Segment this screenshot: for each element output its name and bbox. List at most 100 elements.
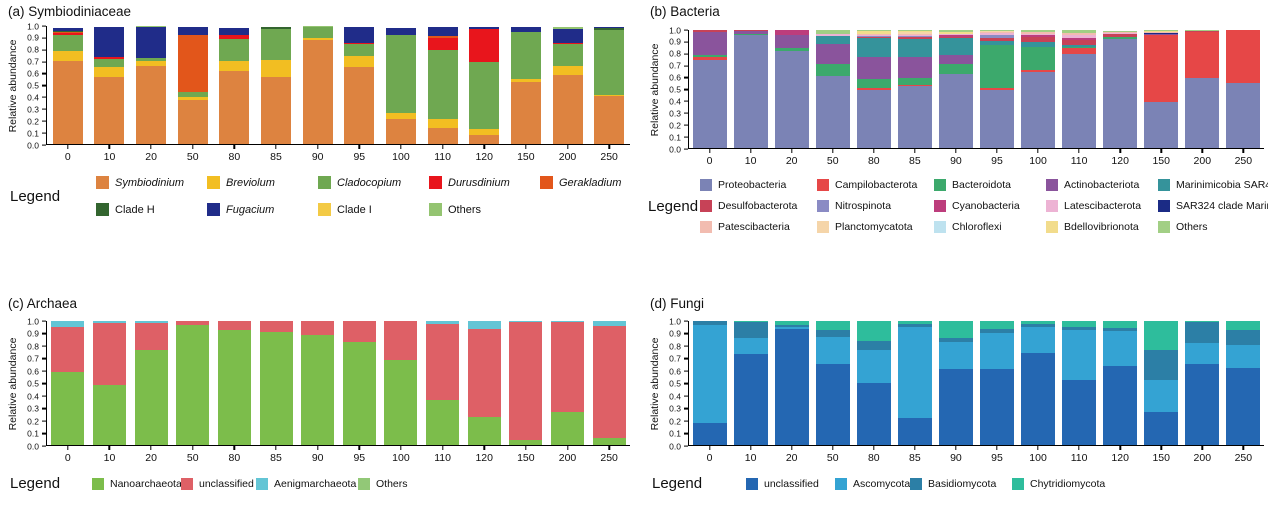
bar-segment [427, 49, 458, 120]
bar-segment [217, 321, 251, 331]
bar-segment [51, 321, 85, 327]
legend-swatch [817, 179, 829, 191]
bar-segment [938, 369, 973, 445]
bar-segment [1185, 363, 1220, 445]
y-tick-label: 0.2 [27, 415, 39, 426]
stacked-bar-90 [301, 321, 335, 445]
legend-swatch [207, 203, 220, 216]
y-tick-mark [684, 432, 688, 435]
bar-segment [136, 60, 167, 66]
bar-segment [344, 66, 375, 144]
bar-segment [52, 61, 83, 144]
legend-item: Symbiodinium [96, 176, 207, 189]
stacked-bar-85 [897, 30, 932, 148]
bar-segment [509, 322, 543, 441]
bar-segment [897, 84, 932, 87]
legend-swatch [746, 477, 758, 490]
y-tick-label: 0.0 [669, 143, 681, 154]
y-tick-mark [684, 332, 688, 335]
bar-segment [897, 77, 932, 85]
bar-segment [385, 35, 416, 114]
bar-segment [385, 27, 416, 29]
legend-item-label: Clade H [115, 203, 155, 216]
bar-segment [979, 37, 1014, 42]
bar-segment [856, 34, 891, 36]
y-tick-label: 0.7 [27, 353, 39, 364]
legend-item-label: Actinobacteriota [1064, 179, 1140, 191]
bar-segment [856, 33, 891, 35]
x-tick-label: 20 [775, 446, 809, 464]
legend-item-label: Proteobacteria [718, 179, 787, 191]
bar-segment [1226, 30, 1261, 83]
x-tick-label: 110 [428, 145, 458, 163]
legend-item-label: Chytridiomycota [1030, 477, 1106, 490]
x-tick-label: 250 [1226, 446, 1260, 464]
y-tick-mark [684, 53, 688, 55]
legend-item-label: Campilobacterota [835, 179, 918, 191]
bar-segment [979, 45, 1014, 89]
bar-segment [856, 341, 891, 350]
bar-segment [219, 27, 250, 35]
bar-segment [469, 129, 500, 136]
bar-segment [897, 32, 932, 34]
legend-item: Bacteroidota [934, 179, 1046, 191]
bar-segment [1103, 321, 1138, 328]
x-tick-label: 10 [734, 149, 768, 167]
bar-segment [774, 47, 809, 52]
stacked-bar-250 [1226, 321, 1261, 445]
x-tick-label: 110 [426, 446, 459, 464]
stacked-bar-120 [469, 26, 500, 144]
legend-swatch [700, 200, 712, 212]
y-tick-label: 0.3 [27, 104, 39, 115]
y-axis: 0.0 0.1 0.2 0.3 0.4 0.5 0.6 0.7 0.8 0.9 1.0 [20, 317, 46, 450]
bar-segment [219, 61, 250, 72]
legend-title: Legend [648, 197, 699, 215]
bar-segment [979, 34, 1014, 36]
bar-segment [856, 31, 891, 34]
legend-swatch [817, 200, 829, 212]
y-tick-label: 0.1 [27, 428, 39, 439]
legend-item: Nanoarchaeota [92, 477, 182, 490]
stacked-bar-95 [979, 321, 1014, 445]
y-tick-mark [42, 382, 46, 385]
y-tick-mark [42, 144, 46, 146]
y-tick-label: 0.9 [27, 32, 39, 43]
bar-segment [815, 43, 850, 65]
bar-segment [897, 38, 932, 58]
y-tick-label: 0.6 [27, 68, 39, 79]
bar-segment [134, 322, 168, 351]
bar-segment [1185, 30, 1220, 31]
bar-segment [552, 74, 583, 144]
legend-item: Planctomycatota [817, 221, 934, 233]
bar-segment [426, 324, 460, 401]
bar-segment [1144, 32, 1179, 35]
x-tick-label: 120 [468, 446, 501, 464]
bar-segment [510, 27, 541, 32]
bar-segment [136, 65, 167, 144]
bar-segment [136, 58, 167, 61]
x-tick-label: 200 [551, 446, 584, 464]
bar-segment [815, 321, 850, 330]
bar-segment [467, 417, 501, 445]
bar-segment [1144, 30, 1179, 32]
bar-segment [94, 77, 125, 144]
bar-segment [692, 32, 727, 55]
bar-segment [856, 89, 891, 148]
y-tick-label: 0.3 [27, 403, 39, 414]
stacked-bar-150 [510, 26, 541, 144]
bar-segment [510, 82, 541, 144]
bar-segment [938, 36, 973, 38]
bar-segment [385, 113, 416, 119]
bar-segment [217, 330, 251, 445]
bar-segment [897, 35, 932, 38]
y-tick-label: 0.7 [669, 353, 681, 364]
legend-item-label: Bdellovibrionota [1064, 221, 1139, 233]
bar-segment [856, 383, 891, 445]
legend-item-label: Planctomycatota [835, 221, 913, 233]
legend-item-label: Gerakladium [559, 176, 622, 189]
x-tick-label: 0 [53, 145, 83, 163]
bar-segment [1144, 31, 1179, 32]
legend-item: SAR324 clade Marine group B [1158, 200, 1268, 212]
x-tick-label: 250 [593, 446, 626, 464]
y-tick-mark [684, 112, 688, 114]
